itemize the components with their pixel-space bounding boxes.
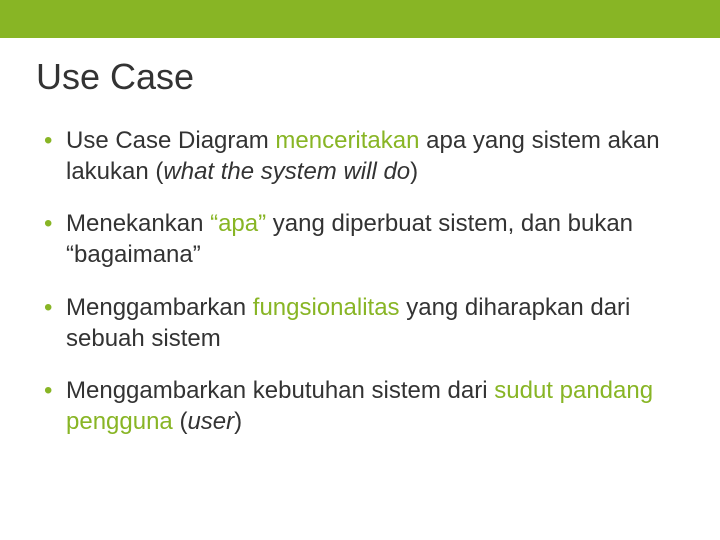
bullet-text-part: ) <box>234 408 242 435</box>
bullet-text-part: Menggambarkan <box>66 294 253 321</box>
slide-title: Use Case <box>36 56 684 98</box>
bullet-text-part: “apa” <box>210 210 266 237</box>
bullet-item: Menekankan “apa” yang diperbuat sistem, … <box>44 209 684 270</box>
bullet-text-part: user <box>187 408 234 435</box>
bullet-text-part: fungsionalitas <box>253 294 400 321</box>
bullet-text-part: what the system will do <box>163 158 410 185</box>
bullet-item: Menggambarkan fungsionalitas yang dihara… <box>44 293 684 354</box>
bullet-text-part: menceritakan <box>275 127 419 154</box>
bullet-text-part: Menggambarkan kebutuhan sistem dari <box>66 377 494 404</box>
top-accent-bar <box>0 0 720 38</box>
bullet-item: Use Case Diagram menceritakan apa yang s… <box>44 126 684 187</box>
bullet-list: Use Case Diagram menceritakan apa yang s… <box>36 126 684 438</box>
slide-body: Use Case Use Case Diagram menceritakan a… <box>0 38 720 438</box>
bullet-text-part: Use Case Diagram <box>66 127 275 154</box>
bullet-text-part: ) <box>410 158 418 185</box>
bullet-text-part: Menekankan <box>66 210 210 237</box>
bullet-item: Menggambarkan kebutuhan sistem dari sudu… <box>44 376 684 437</box>
bullet-text-part: ( <box>173 408 188 435</box>
